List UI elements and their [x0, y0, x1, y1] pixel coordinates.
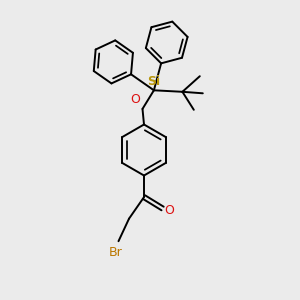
- Text: O: O: [164, 204, 174, 218]
- Text: Br: Br: [109, 246, 123, 259]
- Text: Si: Si: [147, 75, 161, 88]
- Text: O: O: [130, 93, 140, 106]
